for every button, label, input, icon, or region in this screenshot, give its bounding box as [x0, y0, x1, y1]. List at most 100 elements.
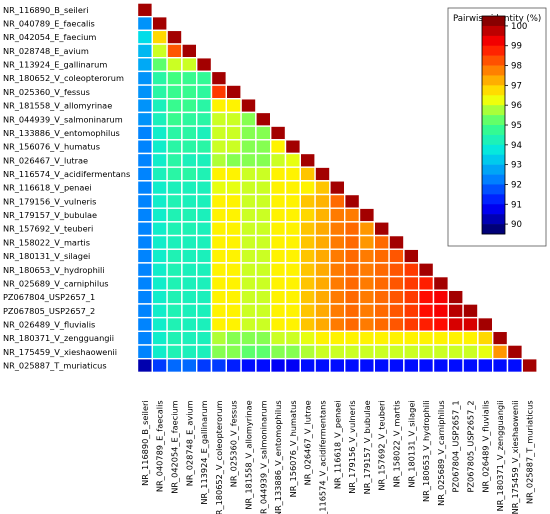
- column-label: NR_026467_V_lutrae: [303, 400, 313, 485]
- row-label: NR_116574_V_acidifermentans: [3, 169, 130, 179]
- legend-color-step: [482, 55, 505, 66]
- heatmap-cell: [284, 180, 302, 196]
- heatmap-cell: [225, 289, 242, 305]
- heatmap-cell: [432, 316, 450, 333]
- heatmap-cell: [210, 234, 228, 250]
- heatmap-cell: [195, 139, 213, 155]
- heatmap-cell: [477, 330, 494, 346]
- heatmap-cell: [225, 344, 242, 360]
- heatmap-cell: [195, 98, 213, 114]
- column-label: NR_156076_V_humatus: [288, 400, 298, 497]
- heatmap-cell: [166, 193, 183, 209]
- heatmap-cell: [181, 166, 198, 182]
- heatmap-cell: [151, 98, 168, 114]
- heatmap-cell: [432, 344, 450, 360]
- heatmap-cell: [270, 234, 287, 250]
- legend-color-step: [482, 164, 505, 175]
- heatmap-cell: [329, 289, 346, 305]
- row-label: NR_040789_E_faecalis: [3, 19, 95, 29]
- heatmap-cell: [284, 262, 302, 278]
- heatmap-cell: [447, 344, 464, 360]
- heatmap-cell: [344, 207, 361, 223]
- column-label: NR_116618_V_penaei: [332, 400, 342, 489]
- legend-color-step: [482, 25, 505, 37]
- legend-color-step: [482, 204, 505, 215]
- row-label: NR_044939_V_salmoninarum: [3, 114, 123, 124]
- column-labels: NR_116890_B_seileri NR_040789_E_faecalis N…: [140, 400, 535, 514]
- heatmap-cell: [181, 111, 198, 127]
- heatmap-cell: [329, 234, 346, 250]
- row-label: NR_025689_V_carniphilus: [3, 278, 109, 288]
- legend-color-step: [482, 144, 505, 156]
- heatmap-cell: [240, 275, 257, 291]
- legend-tick-label: 100: [511, 22, 527, 32]
- heatmap-cell: [418, 289, 435, 305]
- heatmap-cell: [210, 221, 228, 237]
- heatmap-cell: [210, 70, 228, 86]
- heatmap-cell: [270, 166, 287, 182]
- heatmap-cell: [151, 29, 168, 45]
- heatmap-cell: [136, 262, 154, 278]
- heatmap-cell: [136, 125, 154, 141]
- heatmap-cell: [329, 330, 346, 346]
- heatmap-cell: [240, 289, 257, 305]
- heatmap-cell: [373, 316, 390, 333]
- heatmap-cell: [418, 330, 435, 346]
- column-label: NR_116574_V_acidifermentans: [318, 400, 328, 514]
- heatmap-cell: [181, 43, 198, 59]
- heatmap-cell: [136, 70, 154, 86]
- heatmap-cell: [270, 139, 287, 155]
- legend-color-step: [482, 65, 505, 76]
- heatmap-cell: [358, 234, 376, 250]
- heatmap-cell: [136, 316, 154, 333]
- heatmap-cell: [195, 111, 213, 127]
- heatmap-cell: [358, 289, 376, 305]
- heatmap-cell: [136, 344, 154, 360]
- heatmap-cell: [136, 275, 154, 291]
- row-label: NR_158022_V_martis: [3, 237, 90, 247]
- heatmap-cell: [151, 330, 168, 346]
- heatmap-cell: [270, 303, 287, 319]
- column-label: NR_180131_V_silagei: [406, 400, 416, 487]
- heatmap-cell: [255, 180, 272, 196]
- heatmap-cell: [373, 330, 390, 346]
- heatmap-cell: [210, 180, 228, 196]
- heatmap-cell: [284, 152, 302, 168]
- heatmap-cell: [373, 344, 390, 360]
- row-label: NR_116890_B_seileri: [3, 5, 89, 15]
- heatmap-cell: [166, 152, 183, 168]
- heatmap-cell: [299, 234, 316, 250]
- heatmap-cell: [210, 98, 228, 114]
- heatmap-cell: [284, 166, 302, 182]
- legend-tick-label: 94: [511, 141, 522, 151]
- heatmap-cell: [195, 152, 213, 168]
- heatmap-cell: [477, 344, 494, 360]
- heatmap-cell: [166, 234, 183, 250]
- heatmap-cell: [181, 357, 198, 374]
- heatmap-cell: [225, 139, 242, 155]
- heatmap-cell: [418, 357, 435, 374]
- heatmap-cell: [388, 303, 405, 319]
- heatmap-cell: [195, 262, 213, 278]
- heatmap-cell: [492, 330, 509, 346]
- heatmap-cell: [270, 207, 287, 223]
- heatmap-cell: [344, 193, 361, 209]
- heatmap-cells: [136, 2, 538, 374]
- heatmap-cell: [432, 289, 450, 305]
- heatmap-cell: [195, 57, 213, 73]
- heatmap-cell: [151, 125, 168, 141]
- heatmap-cell: [151, 357, 168, 374]
- heatmap-cell: [358, 357, 376, 374]
- row-label: NR_113924_E_gallinarum: [3, 60, 107, 70]
- heatmap-cell: [418, 303, 435, 319]
- heatmap-cell: [240, 357, 257, 374]
- heatmap-cell: [195, 84, 213, 100]
- heatmap-cell: [270, 180, 287, 196]
- heatmap-cell: [373, 275, 390, 291]
- heatmap-cell: [299, 180, 316, 196]
- column-label: NR_026489_V_fluvialis: [480, 400, 490, 492]
- heatmap-cell: [447, 316, 464, 333]
- heatmap-cell: [195, 70, 213, 86]
- heatmap-cell: [358, 262, 376, 278]
- heatmap-cell: [314, 248, 331, 264]
